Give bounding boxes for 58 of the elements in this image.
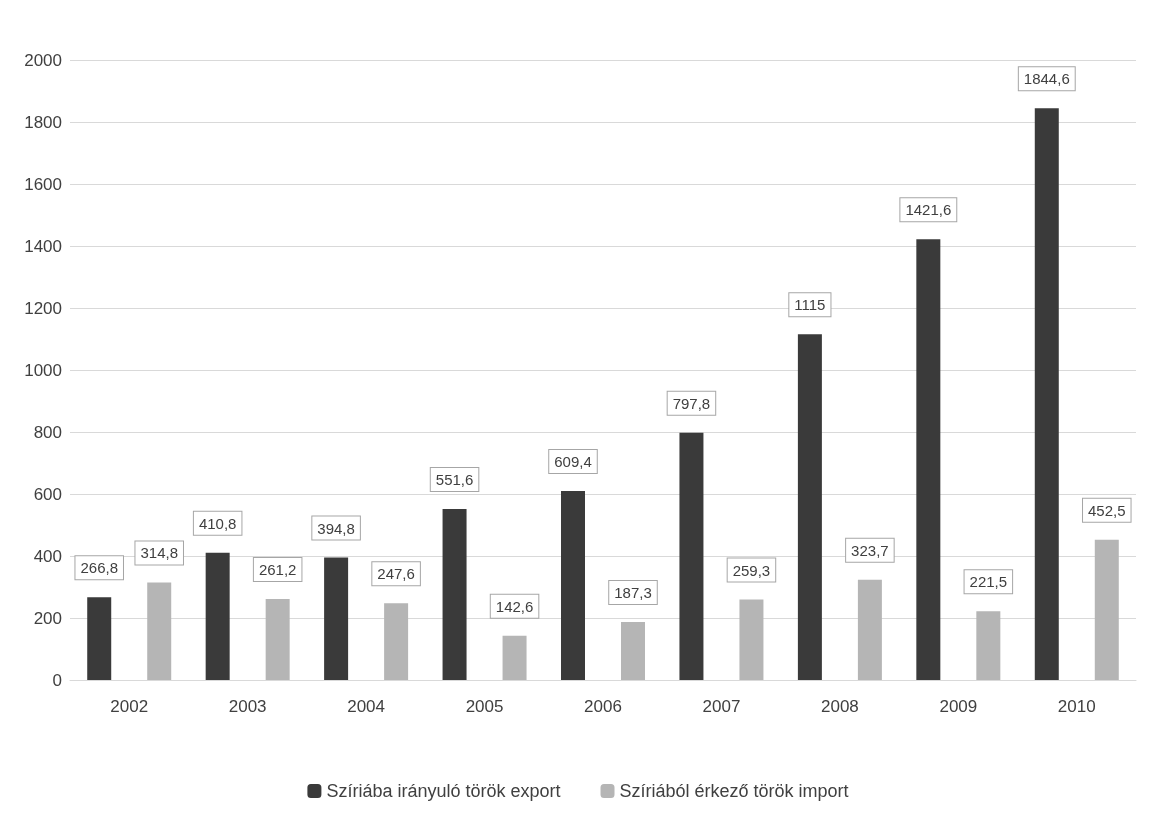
x-tick-label: 2009 [939, 697, 978, 716]
y-tick-label: 1600 [24, 174, 62, 194]
bar [324, 557, 349, 680]
y-tick-label: 600 [33, 484, 62, 504]
x-tick-label: 2002 [110, 697, 149, 716]
legend-label: Szíriába irányuló török export [326, 781, 561, 801]
data-label: 187,3 [614, 583, 652, 601]
bar [797, 334, 822, 680]
bar [916, 239, 941, 680]
data-label: 221,5 [969, 573, 1008, 591]
data-label: 1421,6 [905, 201, 952, 219]
data-label: 609,4 [554, 453, 592, 471]
bar [87, 597, 112, 680]
x-tick-label: 2008 [820, 697, 859, 716]
bar [739, 599, 764, 680]
data-label: 266,8 [80, 559, 118, 577]
bar [976, 611, 1001, 680]
bar [205, 552, 230, 680]
bar [147, 582, 172, 680]
data-label: 394,8 [317, 519, 355, 537]
bar [679, 432, 704, 680]
x-tick-label: 2005 [465, 697, 504, 716]
x-tick-label: 2007 [702, 697, 741, 716]
y-tick-label: 1200 [24, 298, 62, 318]
y-tick-label: 400 [33, 546, 62, 566]
x-tick-label: 2010 [1057, 697, 1096, 716]
bar [1034, 108, 1059, 680]
bar [265, 599, 290, 680]
data-label: 314,8 [140, 544, 178, 562]
y-tick-label: 1400 [24, 236, 62, 256]
data-label: 142,6 [495, 597, 534, 615]
legend-label: Szíriából érkező török import [619, 781, 849, 801]
y-tick-label: 200 [33, 608, 62, 628]
y-tick-label: 2000 [24, 50, 62, 70]
bar [502, 635, 527, 680]
x-tick-label: 2006 [584, 697, 622, 716]
bar [621, 621, 645, 680]
data-label: 797,8 [672, 394, 711, 412]
bar [561, 491, 585, 680]
data-label: 323,7 [851, 541, 889, 559]
bar [384, 603, 409, 680]
data-label: 261,2 [258, 561, 297, 579]
bar [1094, 539, 1119, 680]
data-label: 259,3 [732, 561, 771, 579]
data-label: 247,6 [377, 565, 415, 583]
x-tick-label: 2004 [347, 697, 386, 716]
bar [442, 509, 467, 680]
y-tick-label: 800 [33, 422, 62, 442]
data-label: 452,5 [1088, 501, 1126, 519]
data-label: 1844,6 [1023, 70, 1070, 88]
x-tick-label: 2003 [228, 697, 267, 716]
data-label: 410,8 [198, 514, 237, 532]
data-label: 551,6 [435, 471, 474, 488]
y-tick-label: 1800 [24, 112, 62, 132]
y-tick-label: 1000 [24, 360, 62, 380]
bar [857, 579, 882, 680]
data-label: 1115 [794, 296, 826, 314]
y-tick-label: 0 [52, 670, 62, 690]
